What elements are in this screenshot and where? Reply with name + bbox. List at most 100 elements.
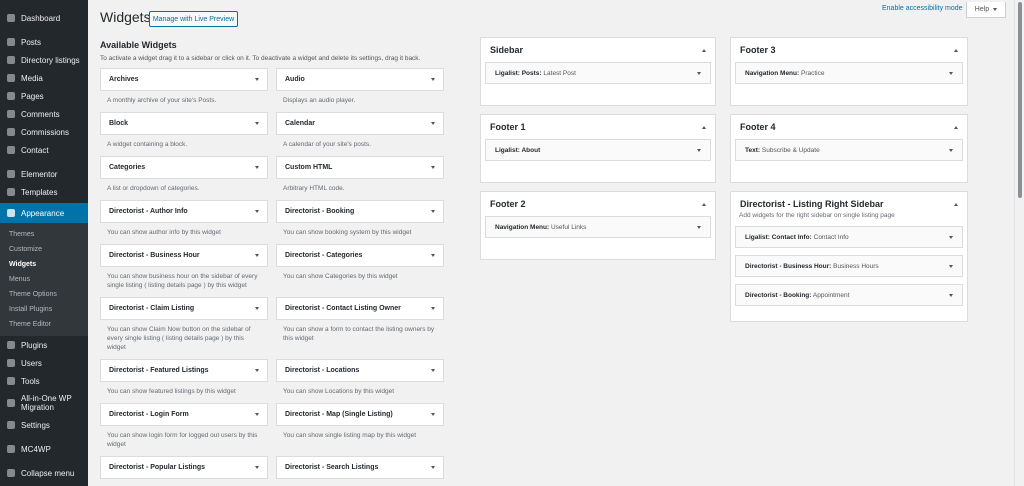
live-preview-button[interactable]: Manage with Live Preview — [149, 11, 238, 27]
sidebar-header[interactable]: Footer 4 — [731, 115, 967, 139]
menu-item[interactable]: Appearance — [0, 203, 88, 223]
menu-item[interactable]: Collapse menu — [0, 464, 88, 482]
submenu-item[interactable]: Theme Editor — [9, 321, 52, 328]
sidebar-header[interactable]: Footer 2 — [481, 192, 715, 216]
expand-arrow[interactable] — [697, 71, 701, 75]
sidebar-header[interactable]: Footer 3 — [731, 38, 967, 62]
expand-arrow[interactable] — [255, 122, 259, 125]
widget-description: A calendar of your site's posts. — [283, 141, 371, 148]
expand-arrow[interactable] — [255, 210, 259, 213]
widget-title-bar[interactable]: Directorist - Popular Listings — [100, 456, 268, 479]
widget-title-bar[interactable]: Custom HTML — [276, 156, 444, 179]
widget-title-bar[interactable]: Directorist - Author Info — [100, 200, 268, 223]
widget-title-bar[interactable]: Directorist - Locations — [276, 359, 444, 382]
sidebar-widget[interactable]: Navigation Menu: Useful Links — [485, 216, 711, 238]
collapse-arrow[interactable] — [702, 125, 706, 129]
menu-item[interactable]: All-in-One WP Migration — [0, 390, 88, 416]
collapse-arrow[interactable] — [954, 48, 958, 52]
menu-item[interactable]: Dashboard — [0, 9, 88, 27]
expand-arrow[interactable] — [949, 148, 953, 152]
widget-title-bar[interactable]: Directorist - Map (Single Listing) — [276, 403, 444, 426]
expand-arrow[interactable] — [255, 413, 259, 416]
menu-item[interactable]: Settings — [0, 416, 88, 434]
menu-item[interactable]: Plugins — [0, 336, 88, 354]
expand-arrow[interactable] — [949, 264, 953, 268]
expand-arrow[interactable] — [431, 307, 435, 310]
collapse-arrow[interactable] — [702, 48, 706, 52]
expand-arrow[interactable] — [697, 148, 701, 152]
menu-item[interactable]: Templates — [0, 183, 88, 201]
sidebar-widget[interactable]: Directorist - Booking: Appointment — [735, 284, 963, 306]
widget-title-bar[interactable]: Block — [100, 112, 268, 135]
expand-arrow[interactable] — [949, 235, 953, 239]
expand-arrow[interactable] — [431, 254, 435, 257]
widget-title-bar[interactable]: Directorist - Business Hour — [100, 244, 268, 267]
menu-item[interactable]: Contact — [0, 141, 88, 159]
menu-item[interactable]: Comments — [0, 105, 88, 123]
collapse-arrow[interactable] — [954, 125, 958, 129]
widget-title-bar[interactable]: Directorist - Categories — [276, 244, 444, 267]
sidebar-widget[interactable]: Ligalist: About — [485, 139, 711, 161]
collapse-arrow[interactable] — [954, 202, 958, 206]
menu-item[interactable]: Media — [0, 69, 88, 87]
sidebar-header[interactable]: Directorist - Listing Right Sidebar — [731, 192, 967, 216]
menu-item[interactable]: Commissions — [0, 123, 88, 141]
expand-arrow[interactable] — [431, 413, 435, 416]
widget-title-bar[interactable]: Directorist - Booking — [276, 200, 444, 223]
widget-title-bar[interactable]: Audio — [276, 68, 444, 91]
sidebar-header[interactable]: Footer 1 — [481, 115, 715, 139]
widget-title-bar[interactable]: Calendar — [276, 112, 444, 135]
menu-item[interactable]: Posts — [0, 33, 88, 51]
help-button[interactable]: Help — [966, 2, 1006, 18]
submenu-item[interactable]: Widgets — [9, 261, 37, 268]
sidebar-widget[interactable]: Ligalist: Contact Info: Contact Info — [735, 226, 963, 248]
widget-title-bar[interactable]: Directorist - Featured Listings — [100, 359, 268, 382]
scroll-thumb[interactable] — [1018, 2, 1022, 198]
sidebar-widget[interactable]: Text: Subscribe & Update — [735, 139, 963, 161]
widget-description: You can show business hour on the sideba… — [107, 273, 258, 289]
submenu-item[interactable]: Themes — [9, 231, 35, 238]
submenu-item[interactable]: Customize — [9, 246, 43, 253]
submenu-item[interactable]: Theme Options — [9, 291, 57, 298]
expand-arrow[interactable] — [255, 307, 259, 310]
sidebar-header[interactable]: Sidebar — [481, 38, 715, 62]
widget-title-bar[interactable]: Directorist - Contact Listing Owner — [276, 297, 444, 320]
sidebar-widget[interactable]: Navigation Menu: Practice — [735, 62, 963, 84]
widget-title-bar[interactable]: Directorist - Search Listings — [276, 456, 444, 479]
widget-title-bar[interactable]: Directorist - Claim Listing — [100, 297, 268, 320]
expand-arrow[interactable] — [255, 78, 259, 81]
expand-arrow[interactable] — [431, 122, 435, 125]
expand-arrow[interactable] — [431, 369, 435, 372]
menu-item[interactable]: MC4WP — [0, 440, 88, 458]
submenu-item[interactable]: Menus — [9, 276, 31, 283]
expand-arrow[interactable] — [255, 466, 259, 469]
section-description: To activate a widget drag it to a sideba… — [100, 55, 421, 62]
menu-item[interactable]: Pages — [0, 87, 88, 105]
expand-arrow[interactable] — [255, 369, 259, 372]
collapse-arrow[interactable] — [702, 202, 706, 206]
submenu-item[interactable]: Install Plugins — [9, 306, 53, 313]
menu-item[interactable]: Users — [0, 354, 88, 372]
menu-icon — [7, 146, 15, 154]
main-content: Widgets Manage with Live Preview Enable … — [88, 0, 1014, 486]
menu-item[interactable]: Elementor — [0, 165, 88, 183]
widget-title-bar[interactable]: Archives — [100, 68, 268, 91]
menu-item[interactable]: Tools — [0, 372, 88, 390]
sidebar-widget[interactable]: Directorist - Business Hour: Business Ho… — [735, 255, 963, 277]
sidebar-column: Footer 3 Navigation Menu: Practice Footer … — [730, 37, 968, 322]
expand-arrow[interactable] — [431, 210, 435, 213]
menu-icon — [7, 110, 15, 118]
expand-arrow[interactable] — [255, 166, 259, 169]
sidebar-widget[interactable]: Ligalist: Posts: Latest Post — [485, 62, 711, 84]
expand-arrow[interactable] — [697, 225, 701, 229]
menu-item[interactable]: Directory listings — [0, 51, 88, 69]
expand-arrow[interactable] — [431, 466, 435, 469]
widget-title-bar[interactable]: Categories — [100, 156, 268, 179]
expand-arrow[interactable] — [431, 78, 435, 81]
expand-arrow[interactable] — [255, 254, 259, 257]
widget-title-bar[interactable]: Directorist - Login Form — [100, 403, 268, 426]
expand-arrow[interactable] — [949, 71, 953, 75]
accessibility-link[interactable]: Enable accessibility mode — [882, 5, 963, 12]
expand-arrow[interactable] — [431, 166, 435, 169]
expand-arrow[interactable] — [949, 293, 953, 297]
